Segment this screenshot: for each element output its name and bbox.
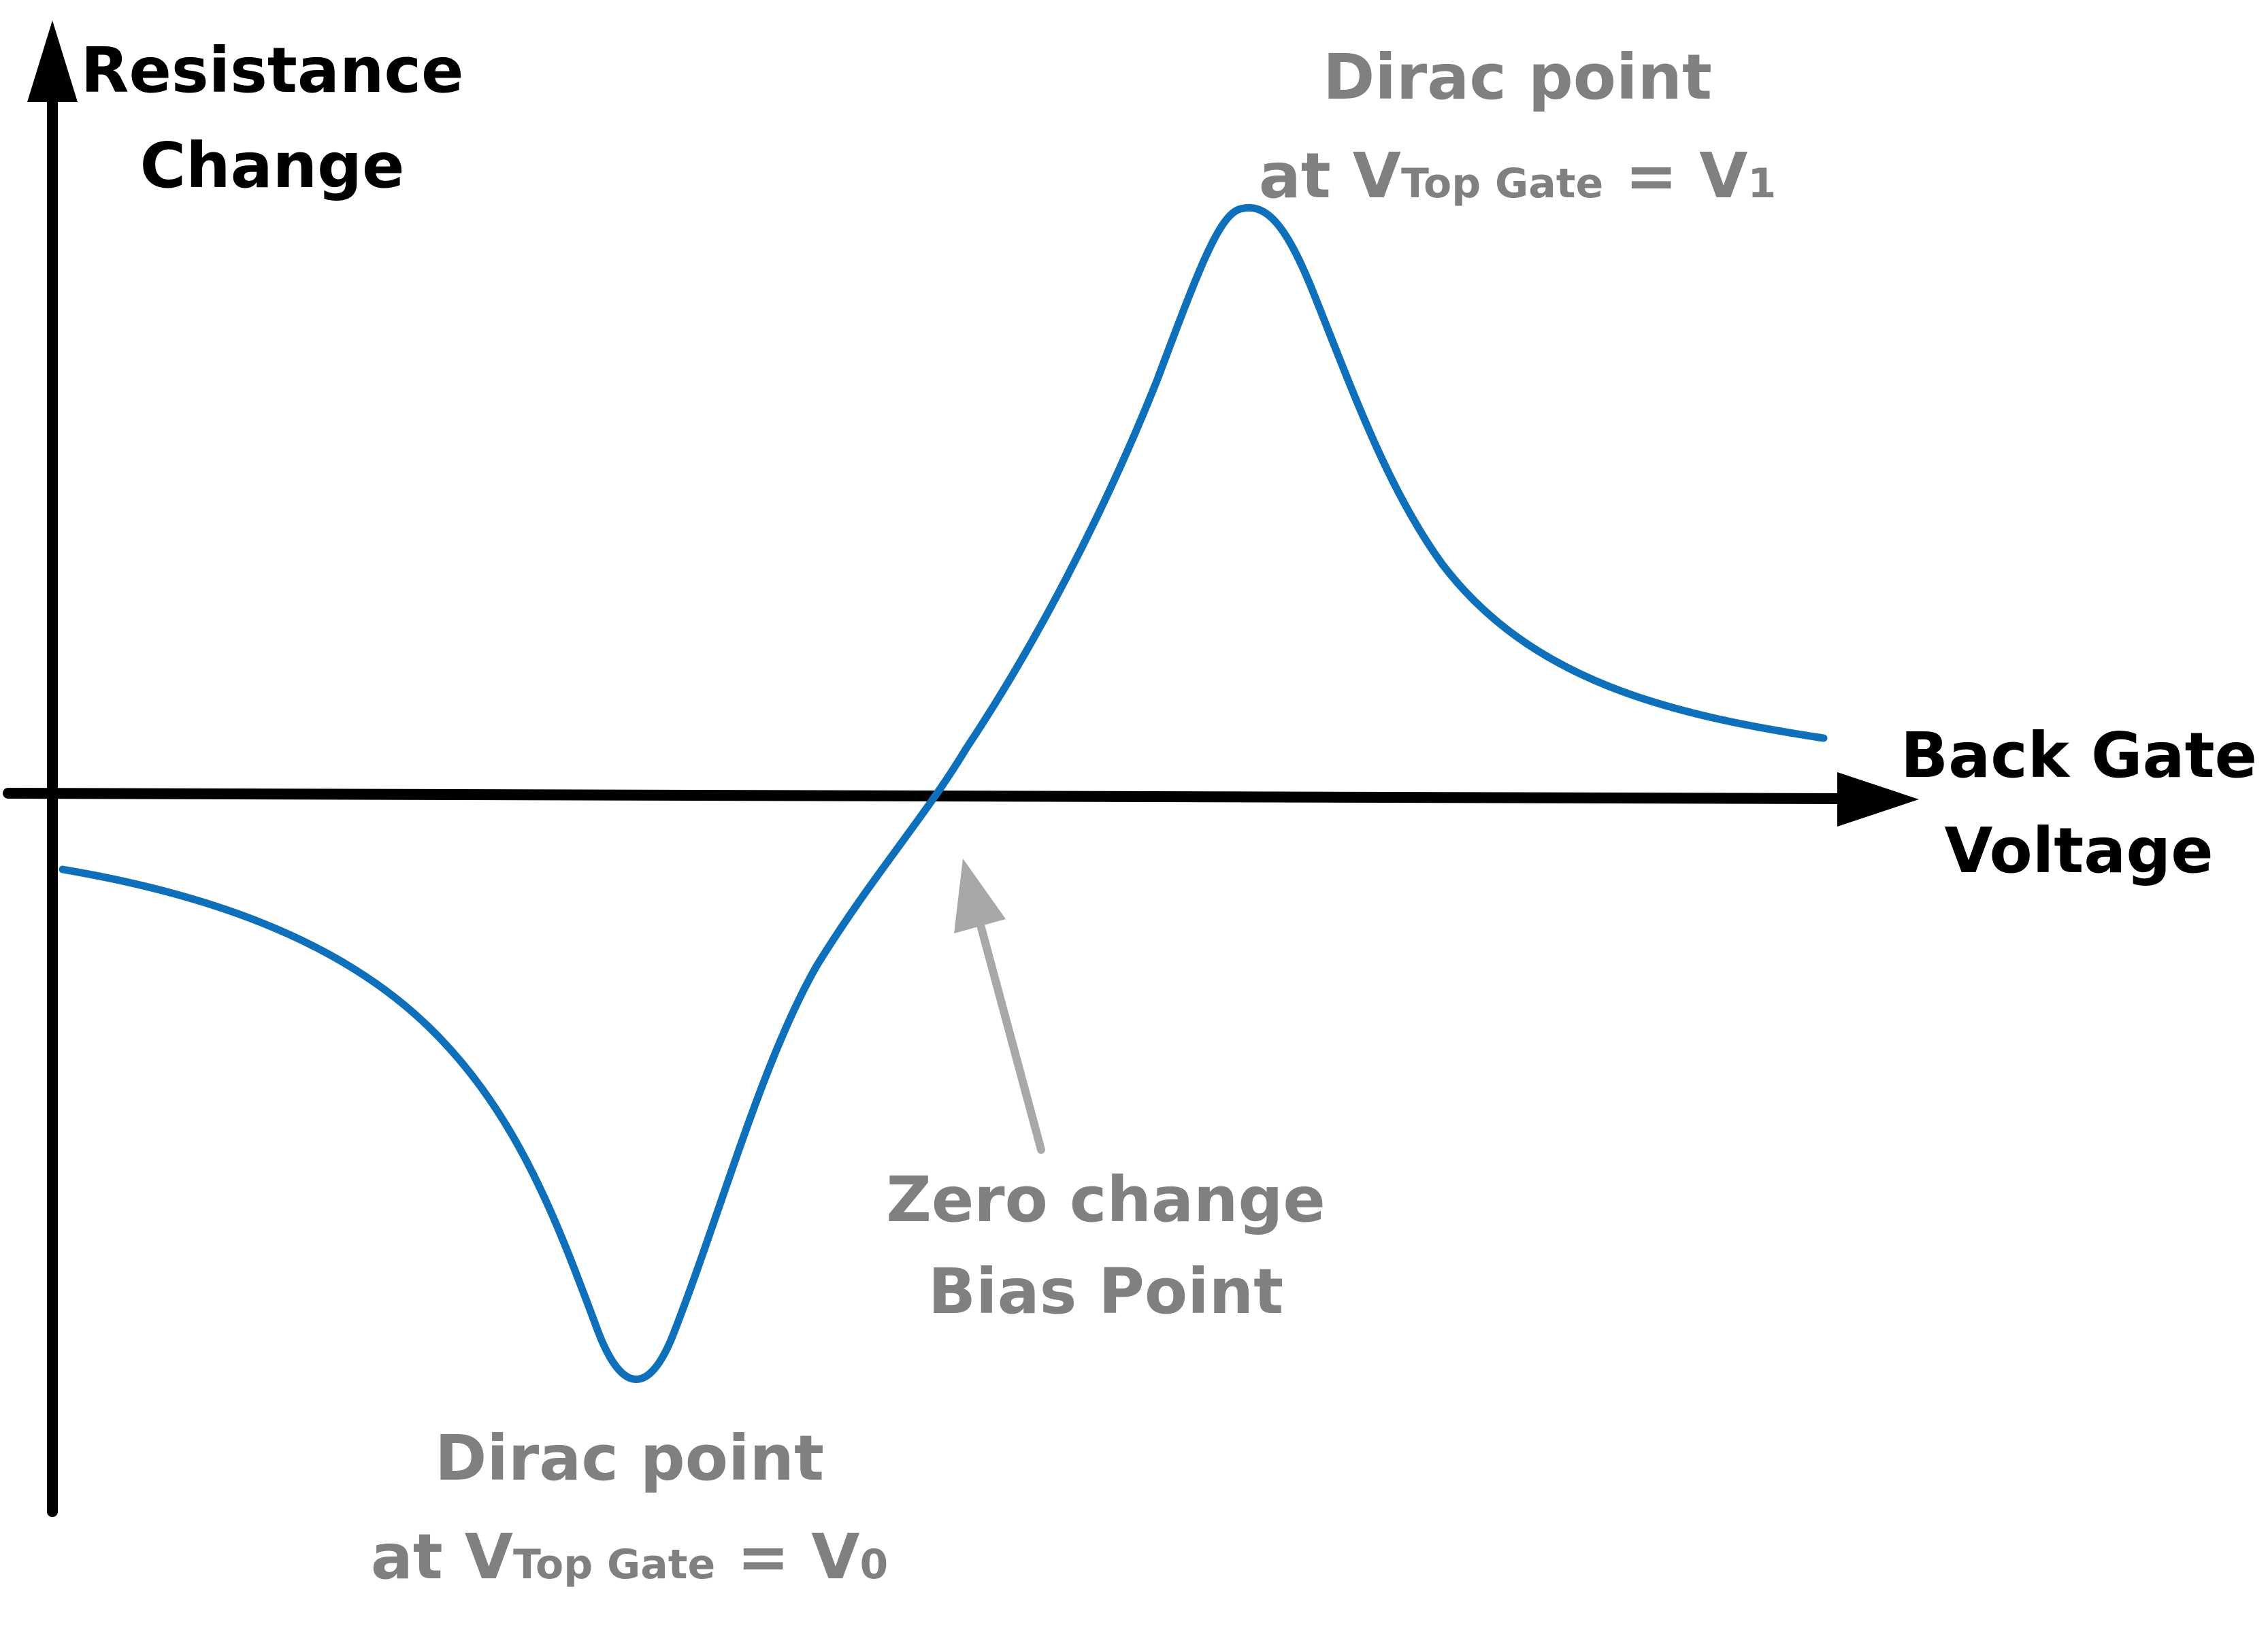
y-axis-label-line2: Change	[140, 129, 405, 202]
x-axis-label-line2: Voltage	[1944, 814, 2213, 887]
zero-change-pointer-head	[954, 859, 1006, 933]
y-axis-arrowhead	[27, 20, 78, 102]
zero-change-pointer-line	[974, 911, 1045, 1154]
x-axis-line	[3, 788, 1856, 804]
zero-change-label-line1: Zero change	[886, 1163, 1326, 1236]
x-axis-label-line1: Back Gate	[1901, 719, 2257, 792]
resistance-change-curve	[59, 203, 1828, 1383]
y-axis-label-line1: Resistance	[81, 34, 464, 107]
x-axis-arrowhead	[1837, 772, 1919, 827]
zero-change-label-line2: Bias Point	[928, 1255, 1283, 1328]
top-dirac-label-line2: at VTop Gate = V1	[1259, 139, 1777, 212]
bottom-dirac-label-line1: Dirac point	[435, 1422, 824, 1495]
top-dirac-label-line1: Dirac point	[1323, 41, 1712, 114]
bottom-dirac-label-line2: at VTop Gate = V0	[371, 1520, 889, 1593]
